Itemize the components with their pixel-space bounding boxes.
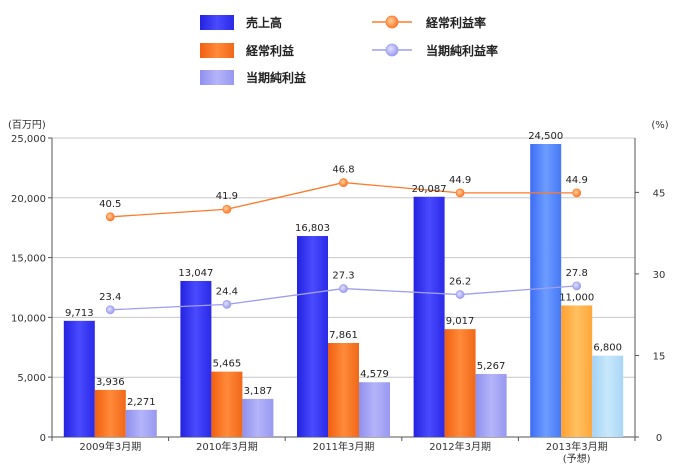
bar-value-label: 3,936 [96,377,125,388]
legend-swatch [200,43,234,58]
bar [413,196,445,437]
line-value-label: 46.8 [332,165,354,176]
legend-swatch-dot [385,15,399,29]
y-left-tick-label: 5,000 [17,373,46,384]
bar-value-label: 16,803 [295,223,330,234]
bar-value-label: 3,187 [244,386,273,397]
bar-value-label: 2,271 [127,397,156,408]
line-value-label: 27.3 [332,271,354,282]
x-tick-label: 2011年3月期 [313,440,375,453]
bar [211,371,243,437]
x-tick-label: 2012年3月期 [429,440,491,453]
y-left-tick-label: 0 [40,433,46,444]
x-tick-label: 2010年3月期 [196,440,258,453]
legend-label: 経常利益率 [426,15,486,30]
legend-swatch-dot [385,43,399,57]
line-point [222,299,232,309]
x-tick-label: 2009年3月期 [79,440,141,453]
line-point [339,178,348,187]
line-value-label: 40.5 [99,199,121,210]
bar [242,398,274,437]
x-tick-label: 2013年3月期 [546,440,608,453]
line-point [339,284,348,293]
line-value-label: 27.8 [566,268,588,279]
bar [530,143,562,438]
y-right-unit: (%) [651,120,668,131]
bar [125,409,157,437]
bar-value-label: 4,579 [360,369,389,380]
bar-value-label: 11,000 [559,292,594,303]
bar-value-label: 5,267 [477,361,506,372]
bar-value-label: 9,713 [65,308,94,319]
y-right-tick-label: 30 [653,270,666,281]
x-tick-note: (予想) [563,452,591,465]
line-value-label: 44.9 [449,175,471,186]
line-value-label: 23.4 [99,292,121,303]
y-left-tick-label: 20,000 [11,194,46,205]
y-right-tick-label: 0 [656,433,662,444]
data-labels: 9,713 13,047 16,803 20,087 24,500 3,936 5,465 7… [65,131,622,408]
bar-value-label: 13,047 [178,268,213,279]
legend-label: 経常利益 [246,43,294,58]
bars [63,143,624,438]
bar-value-label: 24,500 [528,131,563,142]
y-left-tick-label: 25,000 [11,134,46,145]
legend-swatch [200,70,234,85]
bar-value-label: 9,017 [446,316,475,327]
bar [444,329,476,437]
bar [328,342,359,437]
y-left-tick-label: 10,000 [11,313,46,324]
y-left-tick-label: 15,000 [11,254,46,265]
y-right-tick-label: 15 [653,351,666,362]
bar-value-label: 7,861 [329,330,358,341]
line-value-label: 44.9 [566,175,588,186]
y-right-tick-label: 45 [653,188,666,199]
y-left-unit: (百万円) [8,119,46,131]
legend-label: 売上高 [246,15,282,30]
bar [475,374,507,437]
bar [561,305,593,437]
line-value-label: 24.4 [216,286,238,297]
line-point [105,212,115,222]
line-point [455,188,465,198]
line-value-label: 41.9 [216,191,238,202]
series-line [110,181,577,218]
line-point [455,290,465,299]
bar [359,382,390,437]
bar [180,280,212,437]
lines [105,178,582,315]
bar [592,355,624,437]
line-point [572,188,582,198]
line-value-label: 26.2 [449,277,471,288]
bar-value-label: 5,465 [213,359,242,370]
line-point [222,204,232,214]
bar [63,320,95,437]
bar-value-label: 6,800 [593,343,622,354]
line-point [105,305,115,315]
bar [94,389,126,437]
legend-label: 当期純利益 [246,70,306,85]
bar-value-label: 20,087 [412,184,447,195]
bar [297,236,328,437]
line-point [572,281,582,291]
legend-label: 当期純利益率 [426,43,498,58]
legend-swatch [200,15,234,30]
